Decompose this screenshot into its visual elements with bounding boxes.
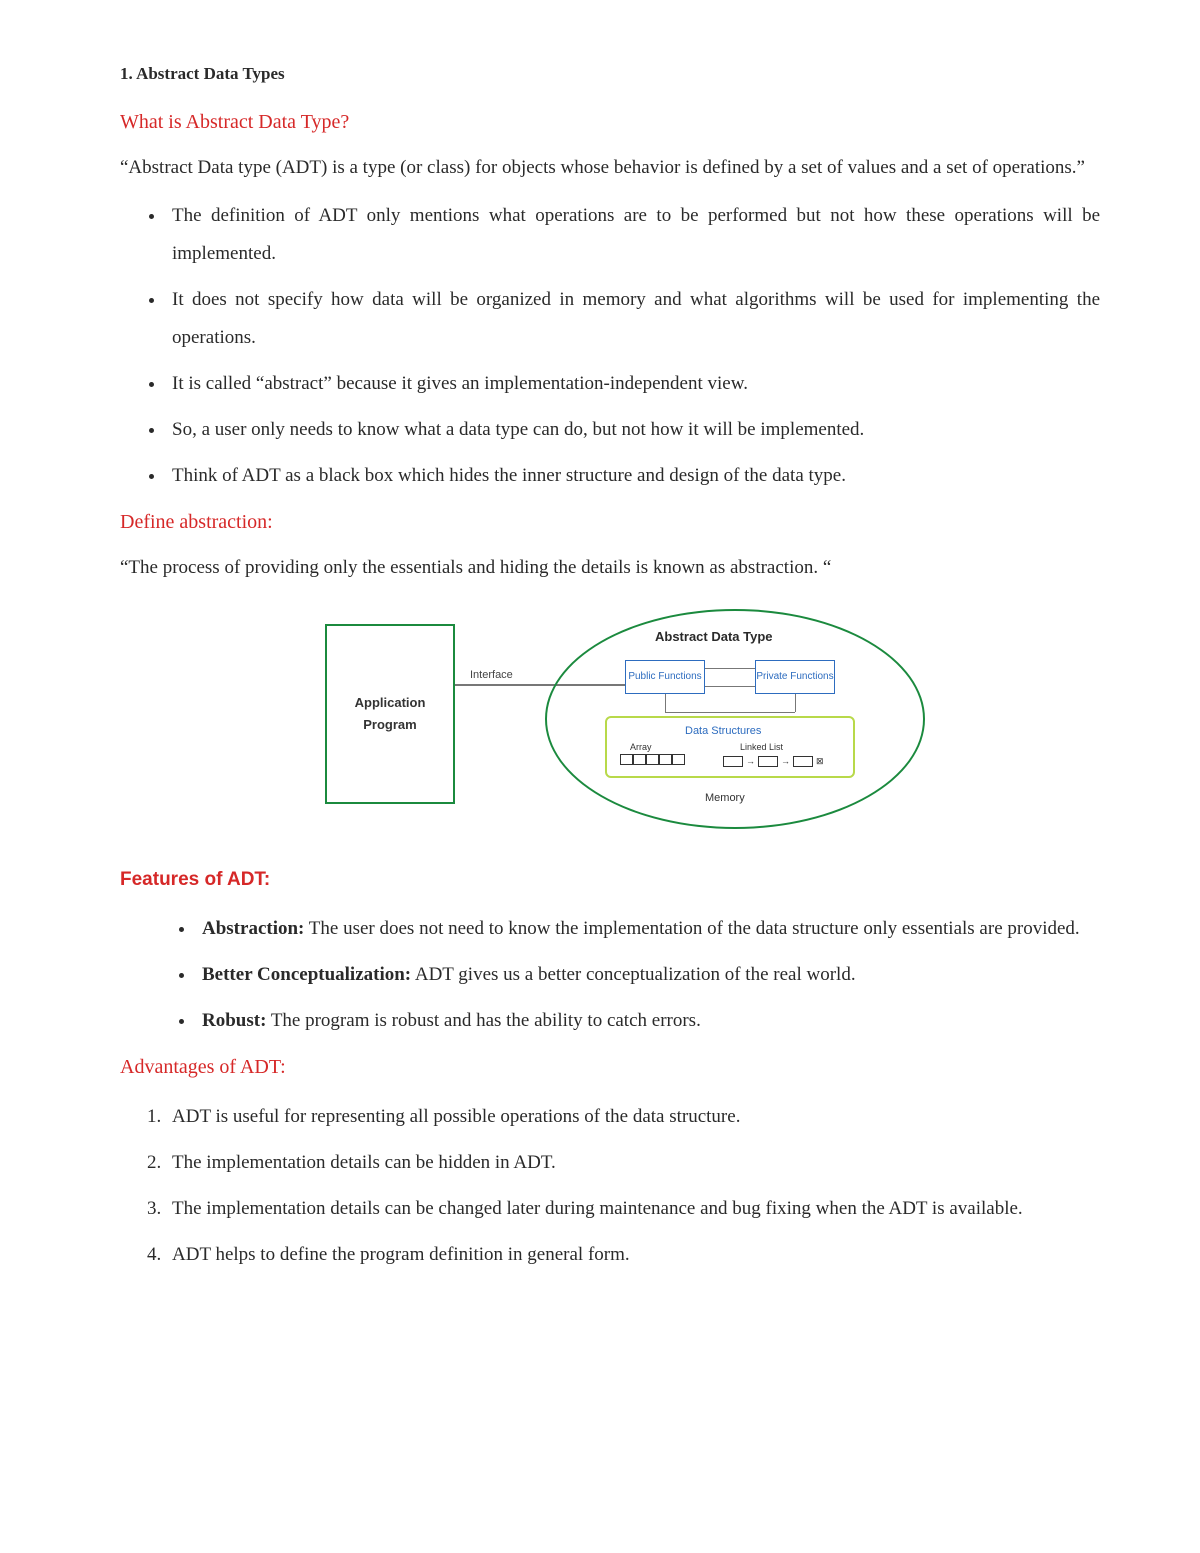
feature-text: The user does not need to know the imple… [304,918,1079,939]
array-label: Array [630,740,652,755]
private-fn-label: Private Functions [756,671,833,683]
fn-vertical-r [795,694,796,712]
feature-label: Better Conceptualization: [202,964,411,985]
linked-list-label: Linked List [740,740,783,755]
public-functions-box: Public Functions [625,660,705,694]
linked-list-icon: →→⊠ [723,754,824,769]
feature-text: ADT gives us a better conceptualization … [411,964,855,985]
question-2: Define abstraction: [120,505,1100,539]
list-item: The implementation details can be hidden… [166,1144,1100,1182]
list-item: Abstraction: The user does not need to k… [196,910,1100,948]
ds-title: Data Structures [685,722,761,741]
feature-label: Abstraction: [202,918,304,939]
bullet-list-1: The definition of ADT only mentions what… [120,197,1100,495]
list-item: Think of ADT as a black box which hides … [166,457,1100,495]
section-title: Abstract Data Types [136,64,285,83]
list-item: ADT helps to define the program definiti… [166,1236,1100,1274]
list-item: It is called “abstract” because it gives… [166,365,1100,403]
list-item: The definition of ADT only mentions what… [166,197,1100,273]
list-item: ADT is useful for representing all possi… [166,1098,1100,1136]
interface-label: Interface [470,666,513,685]
public-fn-label: Public Functions [628,671,701,683]
app-label: Application Program [327,692,453,736]
question-1: What is Abstract Data Type? [120,105,1100,139]
feature-label: Robust: [202,1010,266,1031]
definition-quote-2: “The process of providing only the essen… [120,553,1100,583]
features-heading: Features of ADT: [120,864,1100,896]
fn-connector-2 [705,686,755,687]
advantages-list: ADT is useful for representing all possi… [120,1098,1100,1274]
diagram-canvas: Application Program Interface Abstract D… [285,604,935,834]
feature-text: The program is robust and has the abilit… [266,1010,700,1031]
features-list: Abstraction: The user does not need to k… [120,910,1100,1040]
section-heading: 1. Abstract Data Types [120,60,1100,89]
memory-label: Memory [705,789,745,808]
list-item: Robust: The program is robust and has th… [196,1002,1100,1040]
list-item: It does not specify how data will be org… [166,281,1100,357]
fn-vertical-l [665,694,666,712]
fn-to-ds-connector [665,712,795,713]
array-cells-icon [620,754,685,765]
list-item: The implementation details can be change… [166,1190,1100,1228]
list-item: So, a user only needs to know what a dat… [166,411,1100,449]
adt-diagram: Application Program Interface Abstract D… [120,604,1100,834]
adt-title: Abstract Data Type [655,626,773,648]
section-number: 1. [120,64,133,83]
definition-quote-1: “Abstract Data type (ADT) is a type (or … [120,153,1100,183]
private-functions-box: Private Functions [755,660,835,694]
advantages-heading: Advantages of ADT: [120,1050,1100,1084]
application-program-box: Application Program [325,624,455,804]
list-item: Better Conceptualization: ADT gives us a… [196,956,1100,994]
fn-connector [705,668,755,669]
